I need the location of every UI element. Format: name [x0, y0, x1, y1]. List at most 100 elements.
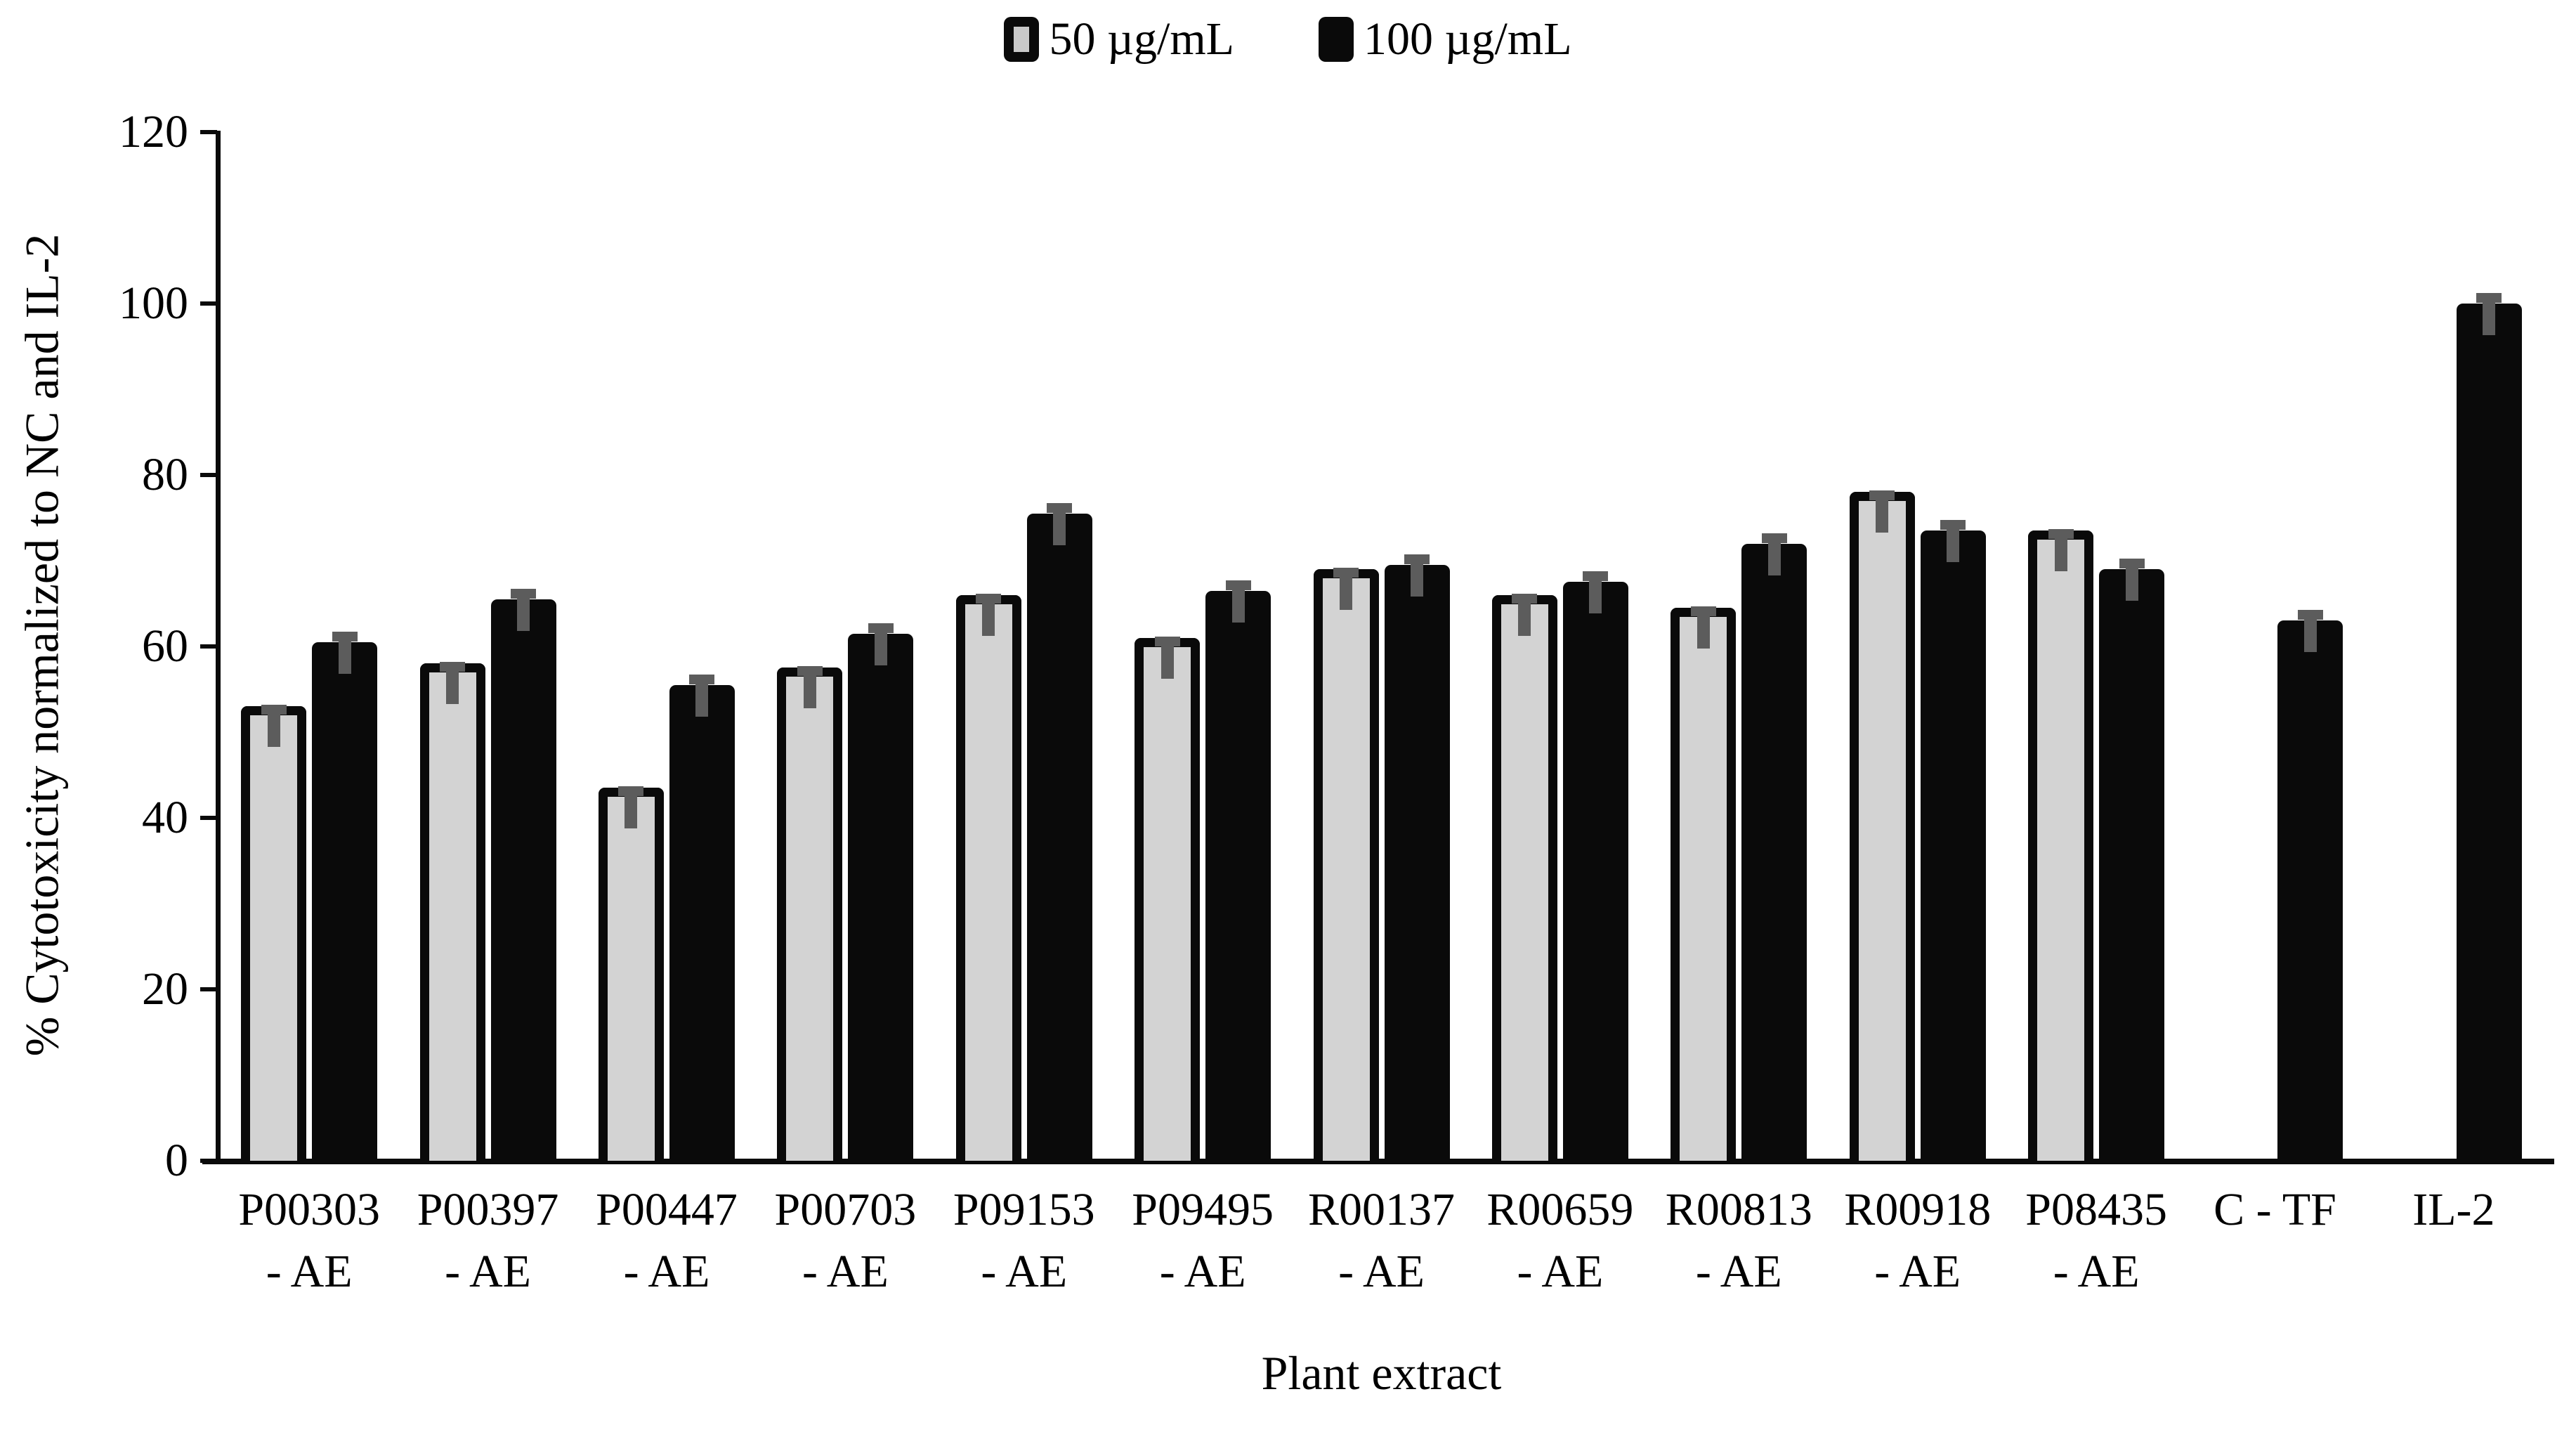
- error-bar-stem: [1947, 530, 1960, 562]
- error-bar-cap: [797, 666, 823, 676]
- bar-group-P00703-AE: [756, 132, 934, 1161]
- error-bar: [332, 632, 358, 674]
- error-bar: [1225, 580, 1251, 623]
- x-category-label-line: - AE: [1159, 1246, 1246, 1297]
- bar-group-P09495-AE: [1113, 132, 1292, 1161]
- error-bar: [1047, 503, 1073, 545]
- bar-100ugml-P09153-AE: [1026, 503, 1092, 1161]
- y-tick-mark: [200, 816, 217, 820]
- error-bar-cap: [261, 705, 287, 715]
- error-bar: [1333, 568, 1359, 610]
- error-bar-cap: [868, 623, 894, 633]
- x-category-label: P00447 - AE: [577, 1179, 756, 1303]
- bar-100ugml-P00303-AE: [312, 632, 378, 1161]
- error-bar: [261, 705, 287, 747]
- x-category-label-line: - AE: [2053, 1246, 2140, 1297]
- y-tick-mark: [200, 301, 217, 306]
- x-category-label-line: - AE: [1695, 1246, 1782, 1297]
- x-category-label-line: P00397: [417, 1184, 559, 1235]
- bar-100ugml-P00397-AE: [490, 589, 556, 1161]
- error-bar: [976, 594, 1002, 636]
- error-bar-cap: [1869, 490, 1895, 500]
- error-bar-stem: [1160, 646, 1174, 679]
- x-category-label: C - TF: [2185, 1179, 2364, 1303]
- x-category-label-line: - AE: [623, 1246, 710, 1297]
- bar-100ugml-R00659-AE: [1562, 571, 1628, 1161]
- legend-item-50ugml: 50 µg/mL: [1004, 13, 1234, 66]
- error-bar: [440, 662, 466, 704]
- y-tick-label: 20: [142, 963, 188, 1015]
- x-axis-labels: P00303 - AE P00397 - AE P00447 - AE P00703 - AE…: [220, 1179, 2543, 1303]
- x-category-label: R00813 - AE: [1649, 1179, 1828, 1303]
- x-category-label-line: - AE: [445, 1246, 531, 1297]
- bar-50ugml-P00397-AE: [419, 662, 485, 1161]
- error-bar-stem: [1518, 604, 1531, 636]
- error-bar: [797, 666, 823, 708]
- bar-50ugml-R00659-AE: [1491, 594, 1557, 1161]
- error-bar-stem: [1340, 578, 1353, 610]
- x-category-label: P00303 - AE: [220, 1179, 398, 1303]
- legend-label-100ugml: 100 µg/mL: [1364, 13, 1572, 65]
- bar-50ugml-P09153-AE: [955, 594, 1021, 1161]
- error-bar-stem: [2303, 620, 2317, 652]
- error-bar-stem: [2483, 303, 2496, 335]
- error-bar-cap: [332, 632, 358, 642]
- bar-50ugml-P08435-AE: [2028, 529, 2094, 1161]
- error-bar-stem: [982, 604, 995, 636]
- error-bar-cap: [440, 662, 466, 672]
- x-category-label: R00918 - AE: [1829, 1179, 2007, 1303]
- error-bar-stem: [803, 676, 816, 708]
- x-category-label: R00137 - AE: [1292, 1179, 1470, 1303]
- error-bar-stem: [517, 599, 530, 631]
- y-tick-label: 0: [165, 1135, 188, 1186]
- x-category-label-line: IL-2: [2412, 1184, 2495, 1235]
- bar-50ugml-P00447-AE: [598, 786, 664, 1161]
- y-tick-mark: [200, 130, 217, 134]
- error-bar: [2048, 529, 2074, 571]
- legend: 50 µg/mL 100 µg/mL: [0, 13, 2576, 66]
- x-category-label: P08435 - AE: [2007, 1179, 2185, 1303]
- x-category-label-line: P00447: [596, 1184, 738, 1235]
- bar-100ugml-IL-2: [2456, 293, 2522, 1161]
- error-bar-stem: [1767, 543, 1781, 575]
- error-bar-cap: [1761, 533, 1787, 543]
- error-bar-stem: [338, 642, 351, 674]
- bar-group-P09153-AE: [935, 132, 1113, 1161]
- bar-group-C-TF: [2185, 132, 2364, 1161]
- error-bar-cap: [1512, 594, 1538, 604]
- error-bar-stem: [1411, 564, 1424, 597]
- x-category-label-line: R00813: [1665, 1184, 1812, 1235]
- x-category-label: IL-2: [2365, 1179, 2543, 1303]
- error-bar-stem: [446, 672, 459, 704]
- bar-50ugml-R00137-AE: [1313, 568, 1379, 1161]
- y-tick-mark: [200, 473, 217, 477]
- error-bar: [1940, 520, 1966, 562]
- bar-50ugml-P00303-AE: [241, 705, 307, 1161]
- x-category-label: P09495 - AE: [1113, 1179, 1292, 1303]
- x-category-label-line: R00137: [1308, 1184, 1456, 1235]
- y-tick-mark: [200, 987, 217, 991]
- y-tick-label: 40: [142, 792, 188, 843]
- error-bar: [511, 589, 537, 631]
- x-axis-line: [202, 1159, 2554, 1164]
- y-tick-label: 80: [142, 449, 188, 500]
- error-bar: [2297, 610, 2323, 652]
- error-bar-stem: [1696, 616, 1710, 649]
- bar-100ugml-R00137-AE: [1384, 554, 1450, 1161]
- x-category-label-line: - AE: [1517, 1246, 1604, 1297]
- error-bar-cap: [689, 675, 715, 684]
- error-bar: [868, 623, 894, 665]
- y-tick-label: 100: [119, 278, 188, 329]
- error-bar-stem: [1876, 500, 1889, 533]
- bar-100ugml-R00813-AE: [1741, 533, 1807, 1161]
- bar-50ugml-R00813-AE: [1671, 606, 1737, 1161]
- x-category-label-line: R00918: [1844, 1184, 1992, 1235]
- bar-group-P00397-AE: [398, 132, 577, 1161]
- error-bar-stem: [1589, 581, 1602, 613]
- y-tick-mark: [200, 644, 217, 649]
- bar-group-P00303-AE: [220, 132, 398, 1161]
- error-bar-stem: [2125, 568, 2138, 601]
- x-category-label-line: P00303: [238, 1184, 381, 1235]
- error-bar-stem: [625, 796, 638, 828]
- y-tick-label: 120: [119, 106, 188, 157]
